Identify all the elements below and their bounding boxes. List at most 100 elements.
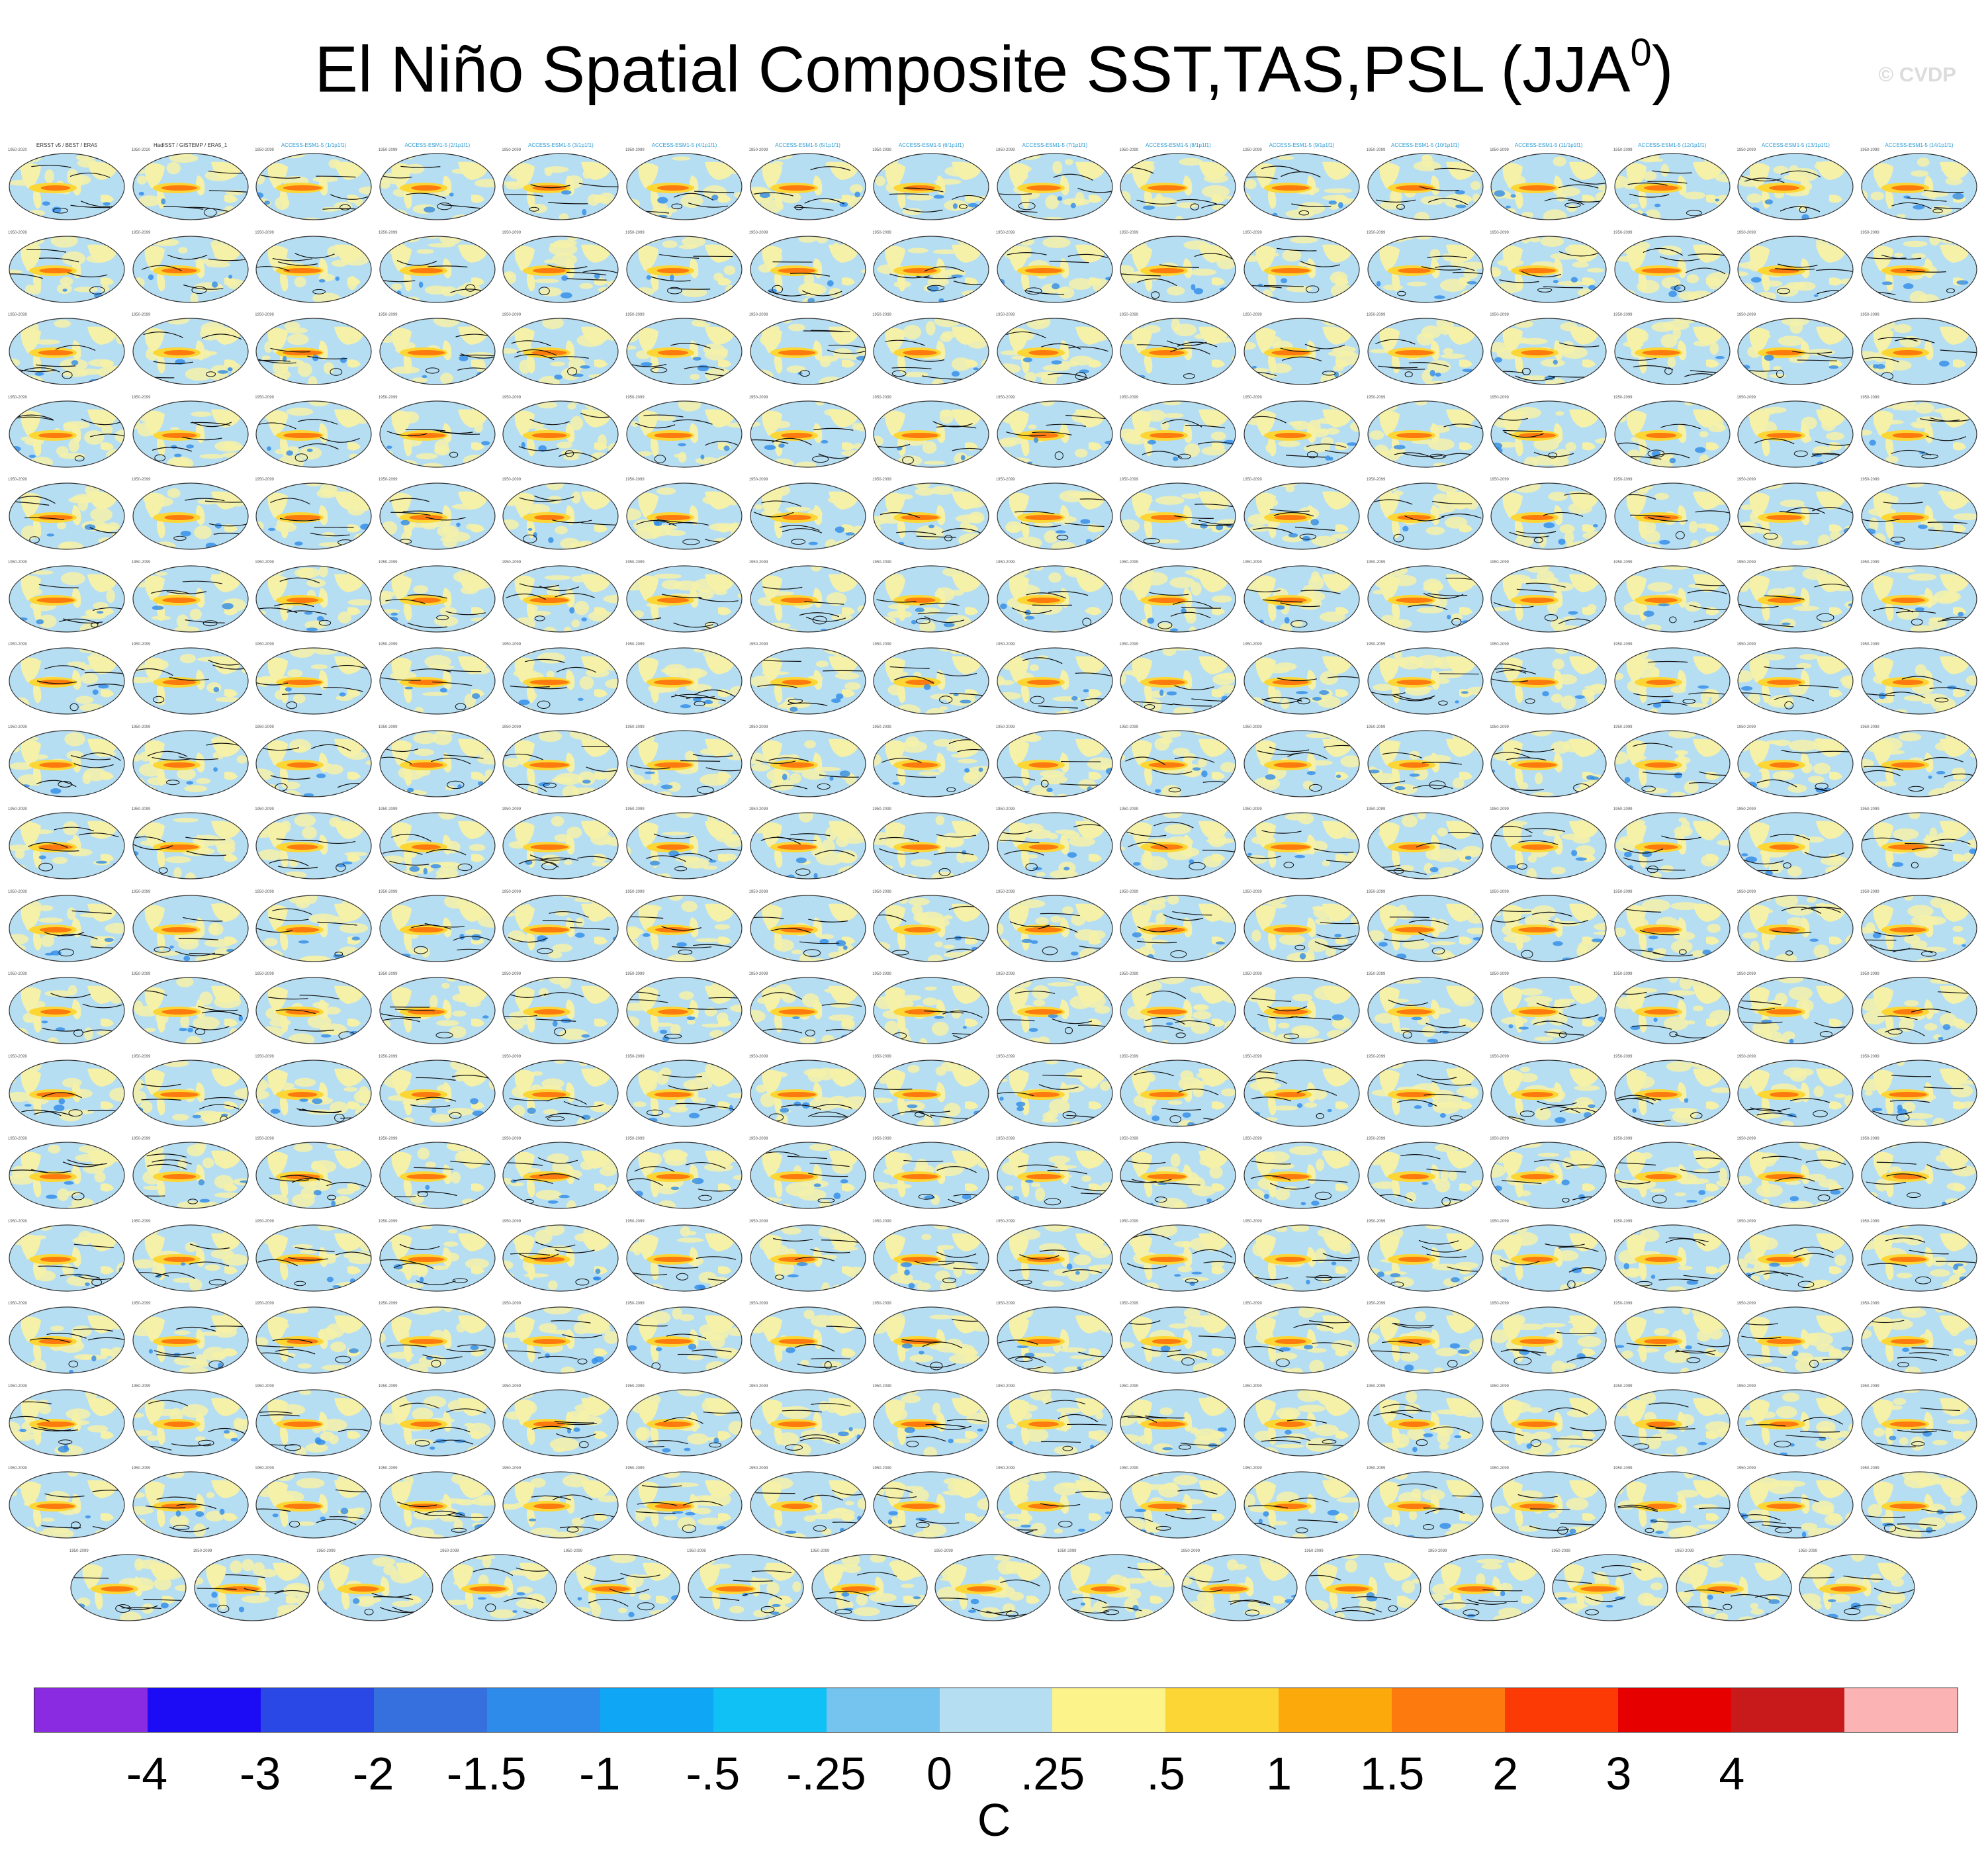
- composite-map-panel: 1950-2099: [1737, 886, 1854, 963]
- globe-map: [626, 400, 743, 468]
- globe-map: [1367, 647, 1484, 715]
- panel-title: ACCESS-ESM1-5 (12/1p1f1): [1638, 142, 1707, 148]
- composite-map-panel: 1950-2099: [379, 721, 496, 798]
- composite-map-panel: 1950-2099: [1367, 803, 1484, 880]
- composite-map-panel: 1950-2099: [132, 392, 249, 469]
- globe-map: [9, 977, 125, 1044]
- panel-years: 1950-2099: [748, 643, 768, 647]
- panel-title: ACCESS-ESM1-5 (6/1p1f1): [898, 142, 964, 148]
- composite-map-panel: 1950-2099: [8, 1463, 126, 1539]
- globe-map: [502, 1142, 619, 1209]
- globe-map: [749, 977, 866, 1044]
- composite-map-panel: 1950-2099: [625, 803, 743, 880]
- panel-years: 1950-2099: [1366, 1467, 1386, 1470]
- composite-map-panel: 1950-2099: [132, 1298, 249, 1375]
- colorbar-tick-label: -.25: [786, 1748, 866, 1799]
- globe-map: [1490, 153, 1607, 220]
- globe-map: [9, 729, 125, 797]
- panel-years: 1950-2099: [1119, 1054, 1139, 1059]
- globe-map: [1614, 894, 1731, 962]
- globe-map: [1120, 400, 1236, 468]
- panel-years: 1950-2099: [131, 1302, 151, 1306]
- globe-map: [749, 1059, 866, 1127]
- globe-map: [132, 1224, 249, 1292]
- globe-map: [255, 482, 372, 550]
- globe-map: [1614, 812, 1731, 880]
- panel-years: 1950-2099: [378, 230, 398, 235]
- globe-map: [255, 1388, 372, 1457]
- panel-years: 1950-2099: [378, 643, 398, 647]
- composite-map-panel: 1950-2099: [996, 1380, 1114, 1457]
- panel-years: 1950-2099: [378, 1137, 398, 1141]
- globe-map: [1367, 400, 1484, 468]
- globe-map: [626, 318, 743, 385]
- panel-years: 1950-2099: [1737, 889, 1756, 894]
- panel-years: 1950-2099: [872, 889, 891, 894]
- composite-map-panel: ACCESS-ESM1-5 (12/1p1f1) 1950-2099: [1613, 142, 1731, 221]
- globe-map: [1367, 153, 1484, 220]
- globe-map: [132, 812, 249, 880]
- panel-years: 1950-2099: [1119, 560, 1139, 565]
- colorbar-swatch: [713, 1688, 827, 1732]
- panel-years: 1950-2099: [1490, 395, 1509, 400]
- globe-map: [873, 565, 989, 633]
- composite-map-panel: 1950-2099: [1490, 309, 1607, 386]
- panel-years: 1950-2099: [1243, 313, 1262, 317]
- composite-map-panel: 1950-2099: [1737, 1216, 1854, 1292]
- panel-years: 1950-2099: [8, 807, 27, 811]
- panel-years: 1950-2099: [1243, 478, 1262, 482]
- globe-map: [379, 318, 496, 385]
- panel-years: 1950-2099: [1243, 560, 1262, 565]
- title-text: El Niño Spatial Composite SST,TAS,PSL (J…: [314, 32, 1631, 106]
- globe-map: [317, 1553, 433, 1621]
- globe-map: [502, 565, 619, 633]
- globe-map: [1490, 1306, 1607, 1374]
- title-superscript: 0: [1630, 31, 1652, 74]
- globe-map: [132, 1306, 249, 1374]
- panel-years: 1950-2099: [995, 313, 1015, 317]
- panel-years: 1950-2099: [255, 230, 274, 235]
- composite-map-panel: 1950-2099: [1613, 721, 1731, 798]
- globe-map: [1861, 812, 1977, 880]
- globe-map: [379, 1471, 496, 1539]
- globe-map: [1737, 400, 1854, 468]
- composite-map-panel: 1950-2099: [502, 886, 619, 963]
- globe-map: [1243, 153, 1360, 220]
- panel-years: 1950-2099: [8, 1054, 27, 1059]
- panel-years: 1950-2099: [378, 972, 398, 976]
- globe-map: [626, 1224, 743, 1292]
- globe-map: [379, 1142, 496, 1209]
- panel-years: 1950-2099: [1613, 972, 1633, 976]
- panel-title: ERSST v5 / BEST / ERA5: [36, 142, 98, 148]
- composite-map-panel: 1950-2099: [502, 1216, 619, 1292]
- panel-years: 1950-2099: [255, 560, 274, 565]
- composite-map-panel: 1950-2099: [1613, 886, 1731, 963]
- panel-years: 1950-2099: [502, 313, 521, 317]
- panel-years: 1950-2099: [1737, 478, 1756, 482]
- panel-years: 1950-2099: [1674, 1549, 1694, 1553]
- composite-map-panel: 1950-2099: [1737, 721, 1854, 798]
- composite-map-panel: 1950-2099: [1243, 639, 1361, 715]
- globe-map: [502, 1306, 619, 1374]
- panel-years: 1950-2099: [502, 395, 521, 400]
- panel-years: 1950-2099: [1304, 1549, 1324, 1553]
- globe-map: [379, 153, 496, 220]
- composite-map-panel: 1950-2099: [255, 309, 373, 386]
- composite-map-panel: 1950-2099: [132, 721, 249, 798]
- colorbar-swatch: [260, 1688, 374, 1732]
- panel-years: 1950-2099: [131, 972, 151, 976]
- composite-map-panel: 1950-2099: [996, 721, 1114, 798]
- globe-map: [1120, 812, 1236, 880]
- colorbar-swatch: [600, 1688, 713, 1732]
- globe-map: [1367, 1306, 1484, 1374]
- globe-map: [1243, 400, 1360, 468]
- composite-map-panel: 1950-2099: [749, 1463, 867, 1539]
- composite-map-panel: 1950-2099: [1119, 474, 1237, 551]
- panel-years: 1950-2099: [872, 230, 891, 235]
- panel-years: 1950-2099: [502, 1219, 521, 1224]
- composite-map-panel: 1950-2099: [1119, 1051, 1237, 1128]
- composite-map-panel: 1950-2099: [625, 886, 743, 963]
- globe-map: [1737, 1224, 1854, 1292]
- panel-years: 1950-2099: [502, 560, 521, 565]
- globe-map: [1614, 482, 1731, 550]
